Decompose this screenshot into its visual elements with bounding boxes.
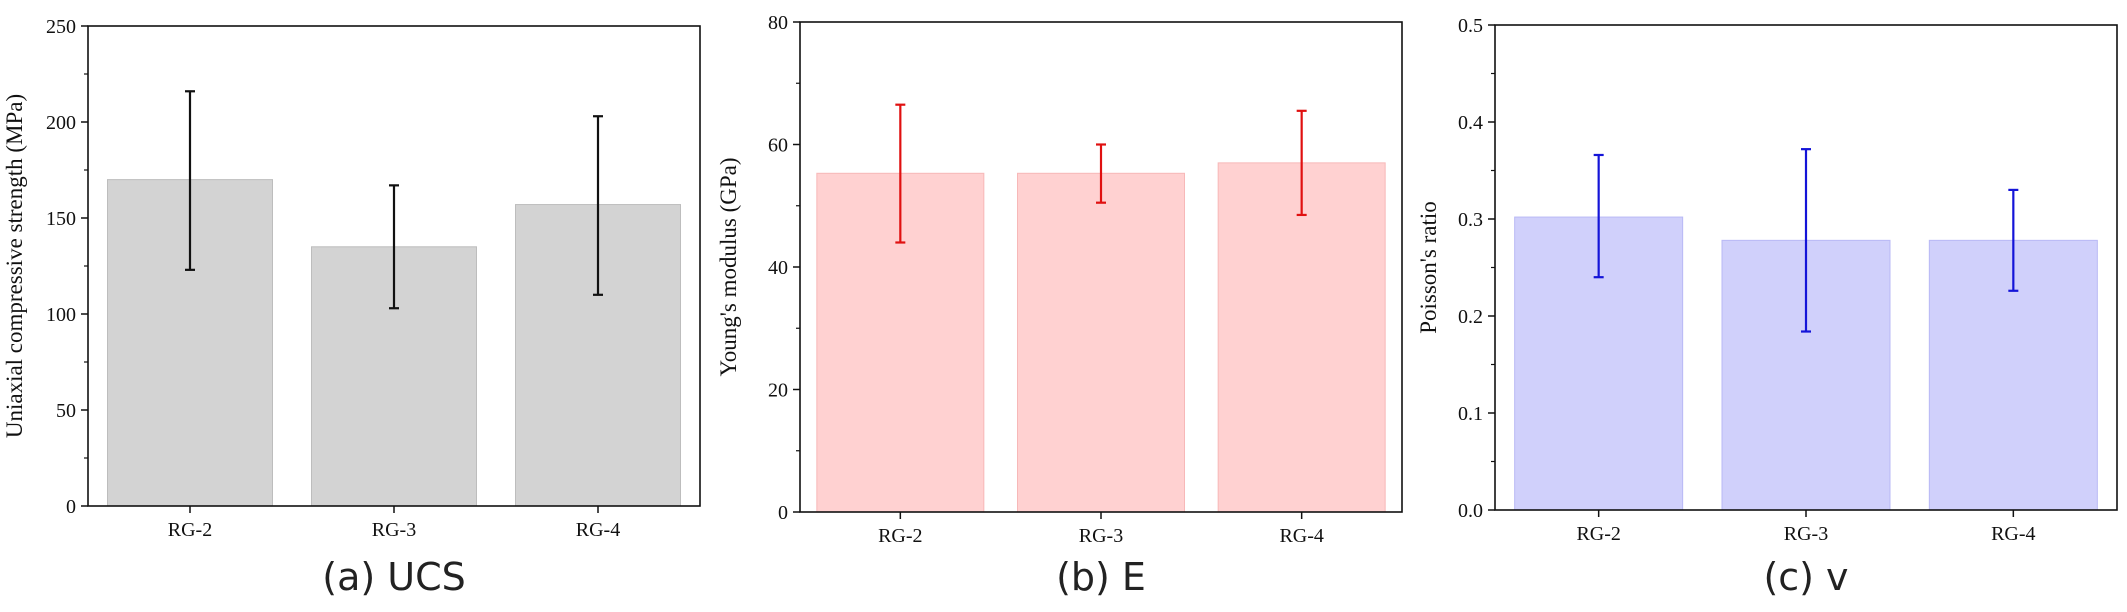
y-tick-label: 100 — [46, 304, 76, 326]
error-bar-rg-2 — [895, 103, 906, 244]
x-tick-label-rg-3: RG-3 — [1079, 525, 1123, 547]
y-tick-label: 20 — [768, 380, 788, 402]
error-bar-rg-4 — [593, 115, 603, 296]
y-axis-title: Uniaxial compressive strength (MPa) — [2, 94, 27, 438]
y-tick-label: 0.1 — [1458, 403, 1483, 425]
y-tick-label: 150 — [46, 208, 76, 230]
chart-panel-2: 0 20 40 60 80 RG-2 RG-3 RG-4 Young's modulus (GP… — [716, 12, 1403, 599]
y-tick-label: 200 — [46, 112, 76, 134]
x-tick-label-rg-2: RG-2 — [168, 519, 212, 541]
error-bar-rg-3 — [389, 184, 399, 310]
x-tick-label-rg-3: RG-3 — [1784, 523, 1828, 545]
error-bar-rg-3 — [1801, 148, 1811, 333]
bar-rg-3 — [1017, 172, 1185, 513]
y-tick-label: 0 — [66, 496, 76, 518]
y-tick-label: 250 — [46, 16, 76, 38]
error-bar-rg-4 — [2008, 188, 2019, 292]
x-tick-label-rg-3: RG-3 — [372, 519, 416, 541]
y-tick-label: 0 — [778, 502, 788, 524]
y-axis-title: Young's modulus (GPa) — [716, 157, 741, 376]
x-tick-label-rg-2: RG-2 — [1576, 523, 1620, 545]
chart-panel-3: 0.0 0.1 0.2 0.3 0.4 0.5 RG-2 RG-3 RG-4 Poisson's … — [1416, 15, 2118, 599]
y-tick-label: 0.4 — [1458, 112, 1483, 134]
x-tick-label-rg-4: RG-4 — [1991, 523, 2035, 545]
x-tick-label-rg-4: RG-4 — [576, 519, 620, 541]
chart-panel-1: 0 50 100 150 200 250 RG-2 RG-3 RG-4 Uniaxial comp… — [2, 16, 701, 599]
y-tick-label: 60 — [768, 135, 788, 157]
y-tick-label: 80 — [768, 12, 788, 34]
x-tick-label-rg-2: RG-2 — [878, 525, 922, 547]
y-tick-label: 0.2 — [1458, 306, 1483, 328]
error-bar-rg-2 — [1593, 153, 1604, 279]
panel-caption: (b) E — [1056, 555, 1146, 599]
error-bar-rg-4 — [1296, 109, 1307, 217]
bar-rg-4 — [1217, 162, 1386, 513]
y-tick-label: 40 — [768, 257, 788, 279]
panel-caption: (c) v — [1763, 555, 1848, 599]
y-axis-title: Poisson's ratio — [1416, 201, 1441, 334]
y-tick-label: 0.0 — [1458, 500, 1483, 522]
error-bar-rg-3 — [1096, 143, 1106, 204]
y-tick-label: 50 — [56, 400, 76, 422]
y-tick-label: 0.5 — [1458, 15, 1483, 37]
y-tick-label: 0.3 — [1458, 209, 1483, 231]
error-bar-rg-2 — [185, 90, 195, 271]
x-tick-label-rg-4: RG-4 — [1279, 525, 1323, 547]
panel-caption: (a) UCS — [322, 555, 465, 599]
